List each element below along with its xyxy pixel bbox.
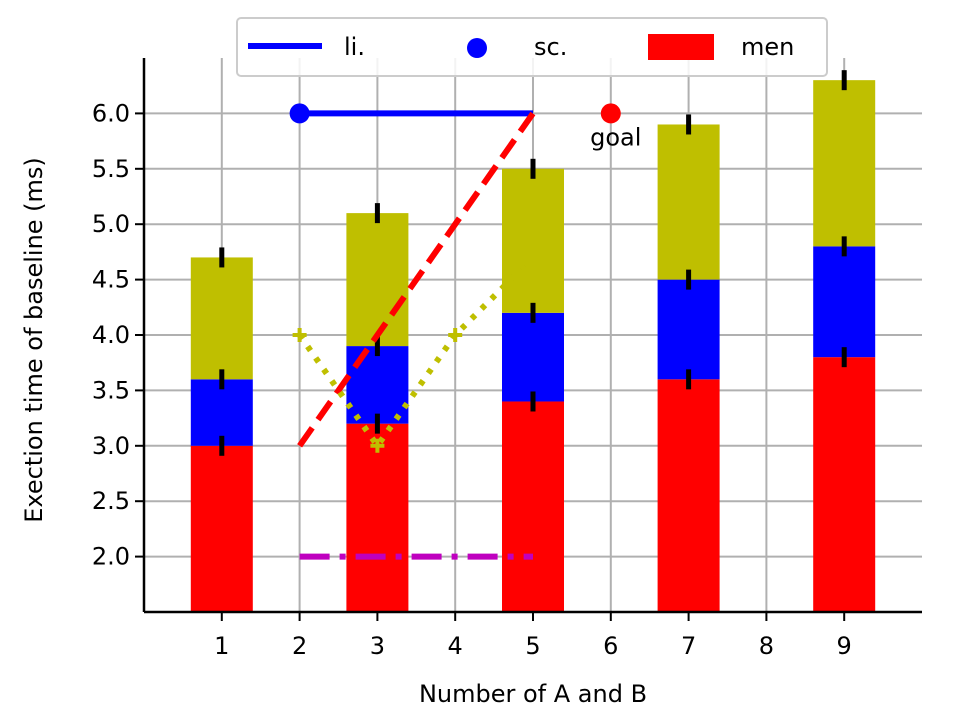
- series-line: [297, 111, 536, 448]
- bar-segment: [502, 168, 564, 313]
- y-tick-label: 4.0: [92, 321, 130, 349]
- stacked-bars: [190, 80, 876, 612]
- scatter-point: [600, 103, 621, 124]
- y-axis-label: Exection time of baseline (ms): [20, 157, 48, 523]
- bar-segment: [190, 445, 253, 612]
- bar-segment: [657, 379, 720, 612]
- bar-segment: [190, 257, 253, 380]
- scatter-point: [289, 103, 310, 124]
- x-axis-label: Number of A and B: [419, 680, 647, 708]
- scatter-points: [289, 103, 621, 124]
- plus-marker: [370, 438, 385, 453]
- legend: li. sc. men: [236, 17, 828, 77]
- plus-marker: [448, 328, 463, 342]
- y-tick-label: 3.0: [92, 432, 130, 460]
- x-tick-label: 9: [837, 632, 852, 660]
- legend-label: sc.: [534, 33, 567, 61]
- axes: [135, 58, 922, 621]
- tick-labels: 1 2 3 4 5 6 7 8 9 2.0 2.5 3.0 3.5 4.0 4.5 5.0 5.5 6.0: [92, 99, 852, 660]
- annotation-label: goal: [590, 123, 641, 151]
- bar-segment: [346, 346, 409, 424]
- y-tick-label: 6.0: [92, 99, 130, 127]
- x-tick-label: 2: [292, 632, 307, 660]
- bar-segment: [502, 401, 564, 612]
- series-lines: [292, 110, 540, 560]
- y-tick-label: 4.5: [92, 266, 130, 294]
- legend-patch-key: [648, 34, 714, 60]
- x-tick-label: 5: [525, 632, 540, 660]
- x-tick-label: 6: [603, 632, 618, 660]
- bar-segment: [813, 246, 876, 358]
- bar-segment: [346, 423, 409, 612]
- x-tick-label: 1: [214, 632, 229, 660]
- legend-label: li.: [344, 33, 365, 61]
- plus-marker: [526, 250, 540, 265]
- bar-segment: [346, 213, 409, 347]
- x-tick-label: 4: [448, 632, 463, 660]
- x-tick-label: 7: [681, 632, 696, 660]
- y-tick-label: 2.5: [92, 487, 130, 515]
- series-line: [297, 255, 536, 452]
- bar-segment: [813, 80, 876, 247]
- y-tick-label: 2.0: [92, 543, 130, 571]
- legend-label: men: [741, 33, 794, 61]
- bar-segment: [502, 312, 564, 402]
- legend-box: [236, 17, 828, 77]
- error-bars: [219, 70, 847, 456]
- legend-marker-key: [467, 38, 487, 58]
- bar-segment: [657, 124, 720, 280]
- bar-segment: [190, 379, 253, 446]
- bar-segment: [657, 279, 720, 380]
- x-tick-label: 3: [370, 632, 385, 660]
- annotations: goal: [590, 123, 641, 151]
- y-tick-label: 3.5: [92, 376, 130, 404]
- bar-segment: [813, 357, 876, 612]
- x-tick-label: 8: [759, 632, 774, 660]
- plus-marker: [292, 328, 307, 342]
- y-tick-label: 5.5: [92, 155, 130, 183]
- y-tick-label: 5.0: [92, 210, 130, 238]
